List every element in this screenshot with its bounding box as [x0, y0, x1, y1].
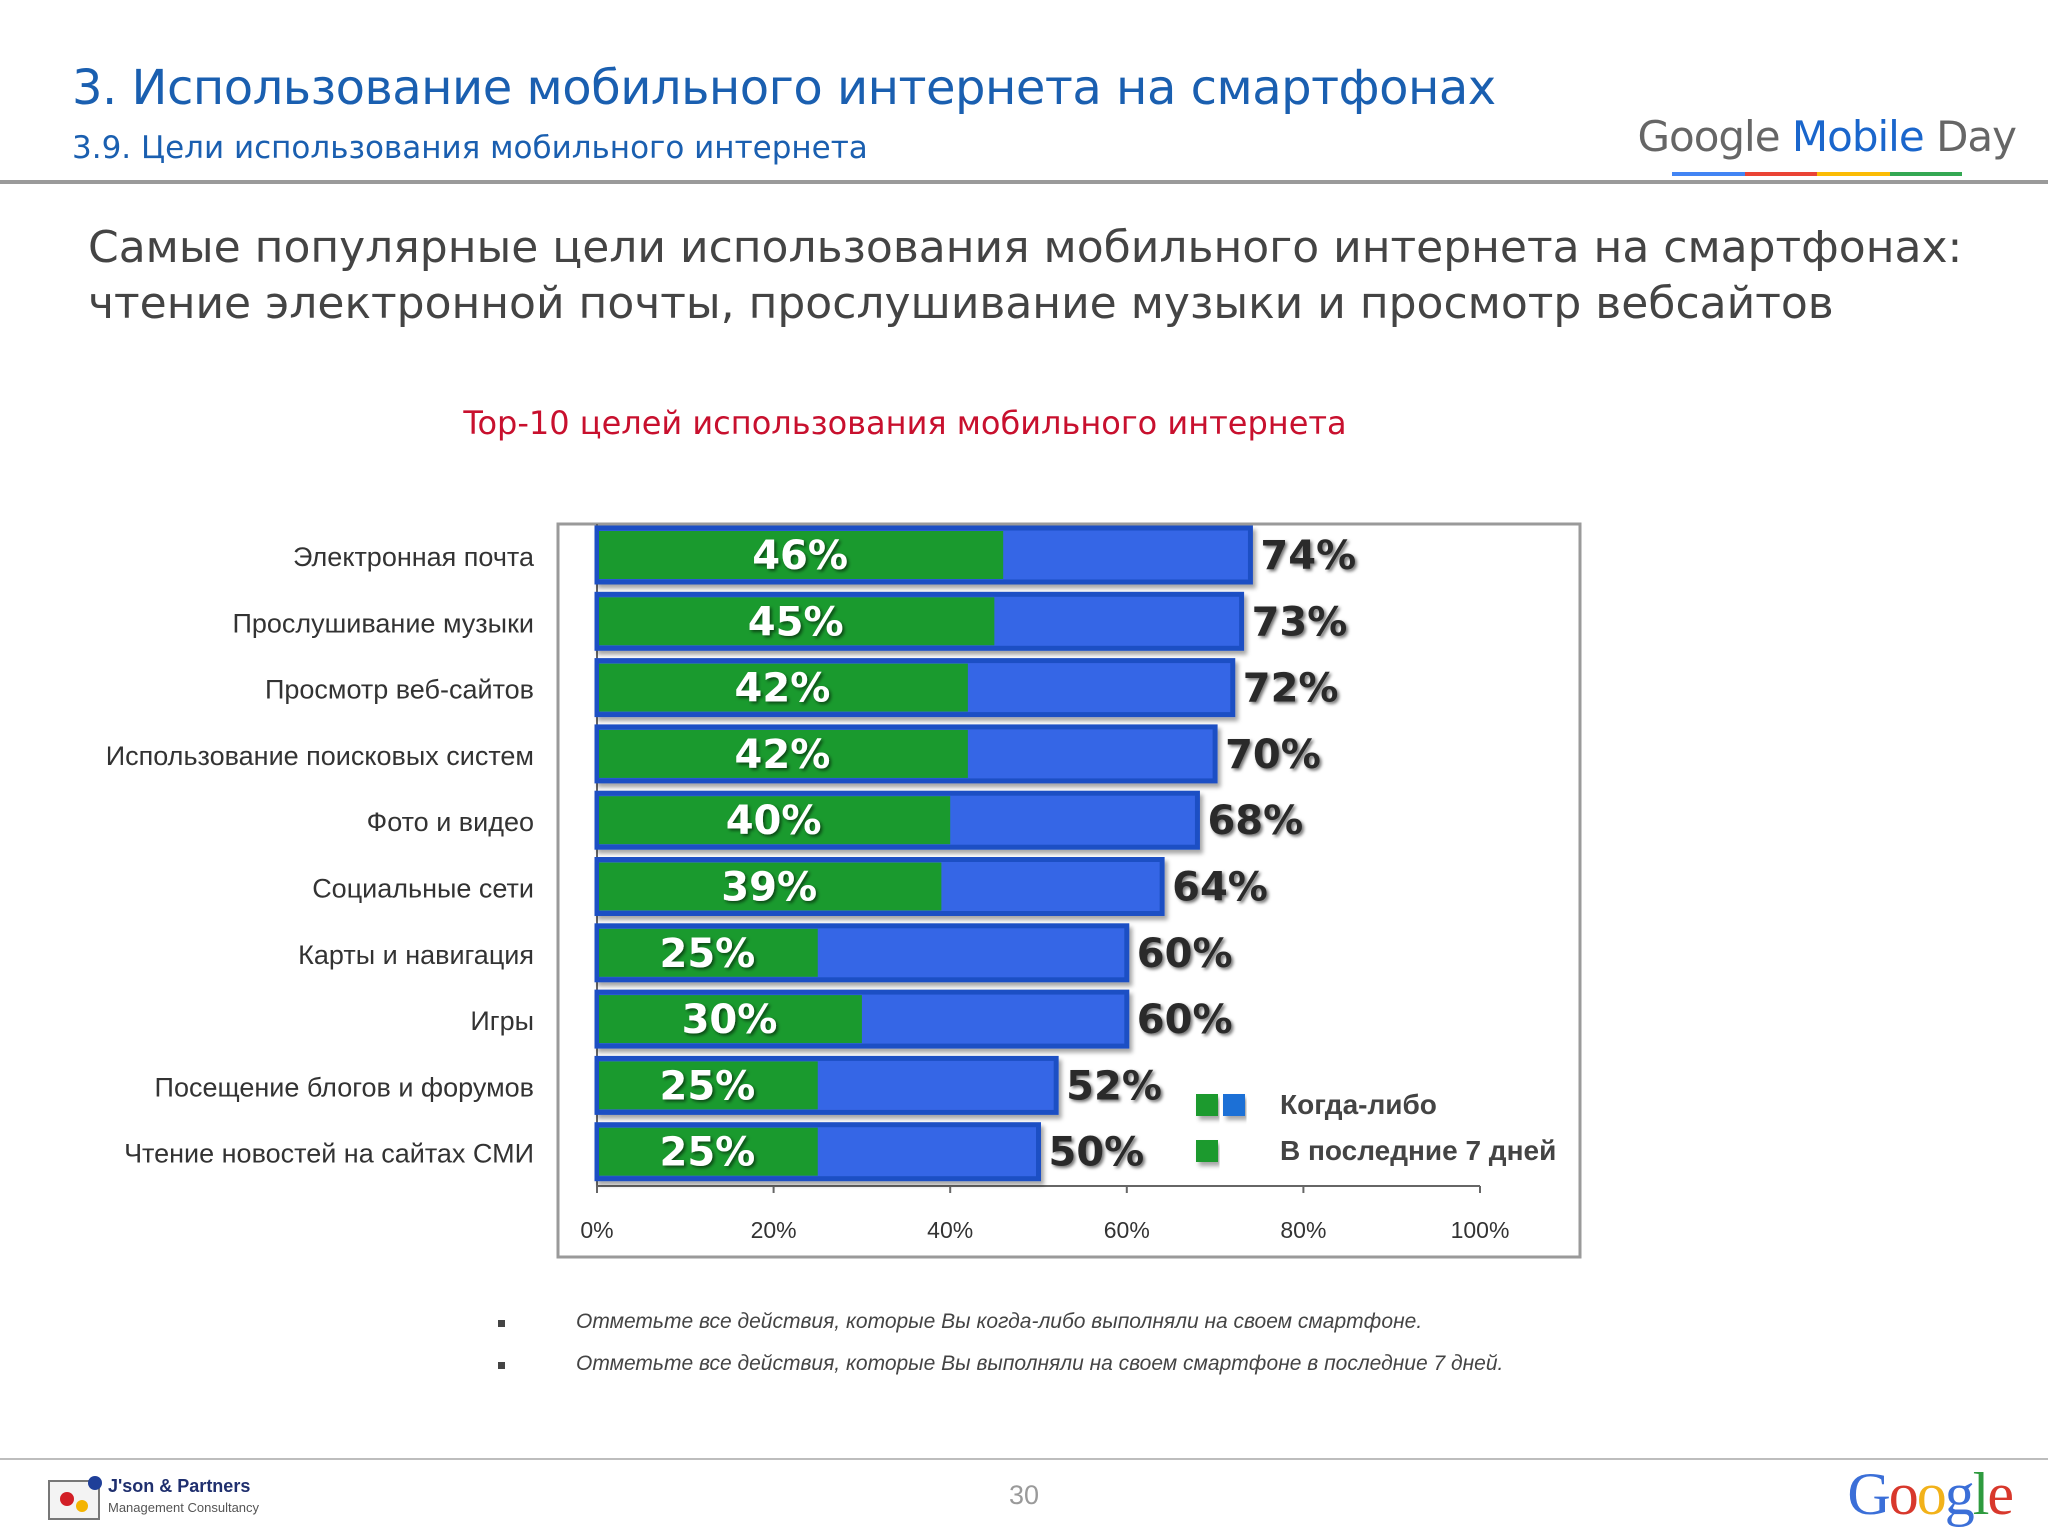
x-tick-label: 60% — [1104, 1217, 1150, 1243]
google-logo-letter: g — [1944, 1461, 1975, 1527]
data-label-recent: 25% — [660, 931, 756, 977]
category-label: Социальные сети — [312, 874, 534, 904]
data-label-ever: 60% — [1137, 931, 1233, 977]
data-label-ever: 50% — [1049, 1130, 1145, 1176]
legend-swatch-ever-blue — [1223, 1094, 1245, 1116]
plot-frame — [556, 522, 1582, 1259]
data-label-ever: 52% — [1066, 1063, 1162, 1109]
x-tick-label: 40% — [927, 1217, 973, 1243]
logo-day-word: Day — [1936, 112, 2017, 161]
category-label: Посещение блогов и форумов — [155, 1072, 534, 1102]
category-label: Фото и видео — [367, 807, 534, 837]
bar-recent — [599, 862, 942, 911]
bar-chart: 0% 20% 40% 60% 80% 100% Электронная почта Просл… — [106, 522, 1582, 1259]
data-label-recent: 39% — [721, 865, 817, 911]
chart-title: Top-10 целей использования мобильного ин… — [463, 404, 1347, 442]
logo-mobile-word: Mobile — [1791, 112, 1925, 161]
bar-recent — [599, 597, 995, 646]
section-title: 3. Использование мобильного интернета на… — [72, 60, 1496, 116]
partner-subtitle: Management Consultancy — [108, 1500, 260, 1515]
data-label-recent: 42% — [735, 732, 831, 778]
bar-recent — [599, 995, 862, 1044]
data-label-recent: 45% — [748, 599, 844, 645]
category-label: Электронная почта — [293, 542, 535, 572]
x-tick-label: 80% — [1280, 1217, 1326, 1243]
data-label-ever: 72% — [1243, 666, 1339, 712]
header-divider — [0, 180, 2048, 184]
data-label-recent: 30% — [682, 997, 778, 1043]
data-label-ever: 74% — [1260, 533, 1356, 579]
footnote-2: Отметьте все действия, которые Вы выполн… — [494, 1352, 1503, 1394]
legend-swatch-ever-green — [1196, 1094, 1218, 1116]
section-subtitle: 3.9. Цели использования мобильного интер… — [72, 130, 868, 166]
data-label-recent: 40% — [726, 798, 822, 844]
headline: Самые популярные цели использования моби… — [88, 220, 1962, 332]
bar-recent — [599, 663, 968, 712]
partner-logo: J'son & Partners Management Consultancy — [48, 1468, 308, 1528]
category-label: Прослушивание музыки — [232, 608, 534, 638]
x-tick-label: 20% — [751, 1217, 797, 1243]
category-label: Игры — [470, 1006, 534, 1036]
bar-recent — [599, 531, 1004, 579]
headline-line-2: чтение электронной почты, прослушивание … — [88, 278, 1834, 329]
data-label-ever: 68% — [1207, 798, 1303, 844]
partner-name: J'son & Partners — [108, 1476, 251, 1496]
google-logo-letter: o — [1916, 1461, 1947, 1527]
data-label-ever: 64% — [1172, 865, 1268, 911]
data-label-recent: 42% — [735, 666, 831, 712]
data-label-ever: 60% — [1137, 997, 1233, 1043]
bar-recent — [599, 796, 951, 845]
data-label-recent: 25% — [660, 1130, 756, 1176]
category-label: Чтение новостей на сайтах СМИ — [124, 1139, 534, 1169]
category-label: Карты и навигация — [298, 940, 534, 970]
bar-recent — [599, 729, 968, 778]
data-label-ever: 70% — [1225, 732, 1321, 778]
google-logo-letter: e — [1987, 1461, 2014, 1527]
category-label: Просмотр веб-сайтов — [265, 675, 534, 705]
footnotes: Отметьте все действия, которые Вы когда-… — [494, 1310, 1503, 1394]
partner-logo-icon — [48, 1476, 102, 1520]
logo-google-word: Google — [1637, 112, 1780, 161]
x-tick-label: 0% — [580, 1217, 613, 1243]
google-logo: Google — [1847, 1460, 2014, 1529]
x-tick-label: 100% — [1451, 1217, 1510, 1243]
google-logo-letter: l — [1972, 1461, 1990, 1527]
legend-swatch-recent — [1196, 1140, 1218, 1162]
google-logo-letter: o — [1888, 1461, 1919, 1527]
data-label-ever: 73% — [1252, 599, 1348, 645]
data-label-recent: 46% — [752, 533, 848, 579]
data-label-recent: 25% — [660, 1063, 756, 1109]
page-number: 30 — [1008, 1480, 1040, 1510]
legend-label-recent: В последние 7 дней — [1280, 1135, 1556, 1166]
bar-recent — [599, 1127, 818, 1176]
legend-label-ever: Когда-либо — [1280, 1089, 1437, 1120]
headline-line-1: Самые популярные цели использования моби… — [88, 222, 1963, 273]
logo-color-stripe — [1672, 172, 1962, 176]
footer-divider — [0, 1458, 2048, 1460]
bar-recent — [599, 928, 818, 977]
google-mobile-day-logo: Google Mobile Day — [1637, 112, 2017, 161]
footnote-1: Отметьте все действия, которые Вы когда-… — [494, 1310, 1503, 1352]
google-logo-letter: G — [1847, 1461, 1890, 1527]
bar-recent — [599, 1061, 818, 1110]
category-label: Использование поисковых систем — [106, 741, 534, 771]
